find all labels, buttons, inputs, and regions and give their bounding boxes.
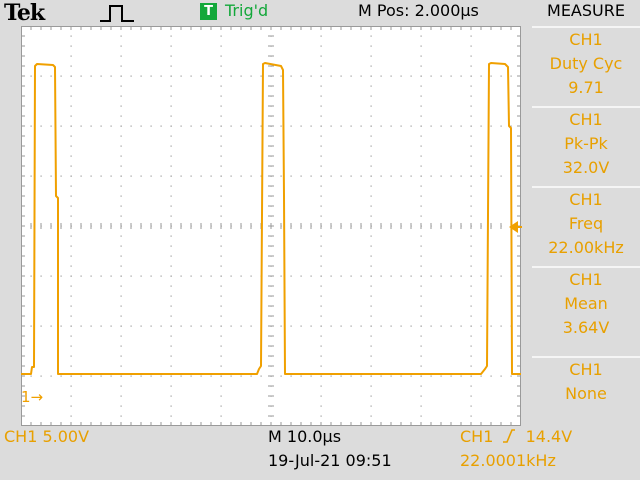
brand-logo: Tek — [4, 0, 45, 26]
trigger-source: CH1 — [460, 427, 494, 446]
horizontal-position: M Pos: 2.000µs — [358, 1, 479, 20]
measure-source: CH1 — [569, 110, 603, 129]
measure-type: Duty Cyc — [549, 54, 623, 73]
ch1-scale-readout: CH1 5.00V — [4, 427, 90, 446]
measure-type: Pk-Pk — [564, 134, 608, 153]
trigger-frequency: 22.0001kHz — [460, 451, 556, 470]
measure-source: CH1 — [569, 270, 603, 289]
trigger-badge: T — [200, 3, 217, 20]
measure-slot-3[interactable]: CH1 Freq 22.00kHz — [532, 186, 640, 260]
measure-value: 22.00kHz — [548, 238, 624, 257]
rising-edge-icon — [503, 429, 516, 443]
trigger-status: Trig'd — [225, 1, 269, 20]
measure-slot-1[interactable]: CH1 Duty Cyc 9.71 — [532, 26, 640, 100]
trigger-level-icon — [509, 221, 522, 233]
measure-source: CH1 — [569, 360, 603, 379]
timebase-readout: M 10.0µs — [268, 427, 342, 446]
measure-source: CH1 — [569, 190, 603, 209]
measure-value: 9.71 — [568, 78, 604, 97]
trigger-readout: CH1 14.4V — [460, 427, 572, 446]
measure-type: None — [565, 384, 607, 403]
menu-title: MEASURE — [547, 1, 625, 20]
measure-value: 32.0V — [562, 158, 610, 177]
measure-slot-4[interactable]: CH1 Mean 3.64V — [532, 266, 640, 340]
ch1-ground-marker: 1→ — [21, 388, 44, 406]
measure-type: Mean — [564, 294, 608, 313]
measure-slot-5[interactable]: CH1 None — [532, 356, 640, 406]
pulse-icon — [100, 5, 134, 22]
measure-value: 3.64V — [562, 318, 610, 337]
waveform-display: 1→ — [21, 26, 521, 426]
measure-source: CH1 — [569, 30, 603, 49]
measure-menu: MEASURE CH1 Duty Cyc 9.71 CH1 Pk-Pk 32.0… — [532, 0, 640, 480]
datetime-readout: 19-Jul-21 09:51 — [268, 451, 392, 470]
ch1-waveform — [21, 62, 521, 375]
status-bar: Tek T Trig'd M Pos: 2.000µs — [0, 0, 532, 26]
measure-slot-2[interactable]: CH1 Pk-Pk 32.0V — [532, 106, 640, 180]
trigger-level: 14.4V — [525, 427, 573, 446]
measure-type: Freq — [568, 214, 604, 233]
